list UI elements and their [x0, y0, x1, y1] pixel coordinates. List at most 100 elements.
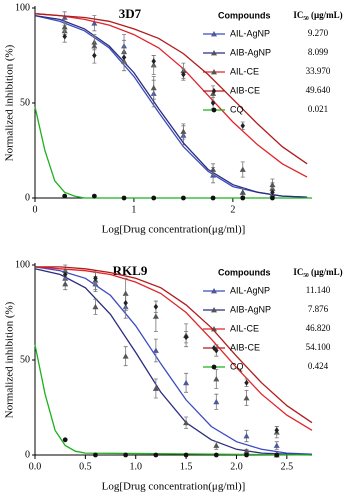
- marker: [180, 195, 186, 201]
- marker: [122, 290, 129, 296]
- marker: [183, 334, 189, 341]
- marker: [92, 52, 97, 59]
- marker: [243, 433, 250, 439]
- legend-ic50: 8.099: [308, 47, 329, 57]
- marker: [62, 437, 68, 443]
- marker: [270, 195, 275, 201]
- marker: [123, 452, 129, 458]
- fit-curve: [34, 14, 308, 198]
- legend-ic50: 7.876: [308, 304, 329, 314]
- marker: [62, 33, 67, 40]
- marker: [180, 128, 187, 134]
- marker: [270, 189, 275, 196]
- marker: [244, 379, 249, 386]
- marker: [213, 398, 220, 405]
- marker: [61, 24, 68, 30]
- marker: [61, 14, 68, 20]
- marker: [152, 313, 159, 319]
- marker: [153, 303, 159, 310]
- marker: [243, 395, 250, 401]
- marker: [152, 385, 159, 391]
- fit-curve: [34, 344, 313, 456]
- marker: [240, 122, 245, 129]
- marker: [244, 452, 249, 458]
- legend-ic50: 9.270: [308, 28, 329, 38]
- marker: [62, 271, 68, 278]
- y-tick-label: 0: [25, 192, 30, 203]
- marker: [92, 303, 99, 310]
- x-axis-label: Log[Drug concentration(μg/ml)]: [102, 224, 246, 236]
- legend-marker: [211, 69, 217, 75]
- marker: [62, 281, 69, 287]
- legend-label: AIB-AgNP: [230, 47, 271, 57]
- legend-label: AIL-CE: [230, 66, 259, 76]
- marker: [213, 376, 220, 382]
- legend-ic50: 11.140: [306, 285, 331, 295]
- fit-curve: [34, 14, 308, 198]
- x-axis-label: Log[Drug concentration(μg/ml)]: [102, 481, 246, 493]
- y-tick-label: 100: [15, 259, 30, 270]
- marker: [91, 20, 98, 26]
- marker: [62, 193, 68, 199]
- legend-header: IC₅₀ (µg/mL): [293, 10, 342, 20]
- legend-label: AIB-CE: [230, 342, 260, 352]
- legend-ic50: 0.021: [308, 104, 328, 114]
- marker: [93, 452, 98, 458]
- marker: [152, 347, 159, 353]
- marker: [240, 195, 246, 201]
- x-tick-label: 2: [230, 204, 235, 215]
- marker: [239, 189, 246, 195]
- fit-curve: [34, 266, 313, 455]
- y-tick-label: 50: [20, 354, 30, 365]
- legend-header: Compounds: [218, 10, 271, 20]
- y-tick-label: 0: [25, 449, 30, 460]
- marker: [210, 166, 217, 172]
- legend-label: AIB-AgNP: [230, 304, 271, 314]
- legend-label: AIL-AgNP: [230, 285, 270, 295]
- marker: [183, 419, 190, 426]
- legend-marker: [211, 326, 217, 332]
- legend-marker: [211, 88, 217, 94]
- legend-label: AIL-CE: [230, 323, 259, 333]
- legend-marker: [211, 364, 217, 370]
- marker: [213, 452, 219, 458]
- marker: [151, 58, 156, 65]
- legend-header: Compounds: [218, 267, 271, 277]
- legend-ic50: 54.100: [306, 342, 331, 352]
- fit-curve: [34, 106, 312, 199]
- x-tick-label: 0.0: [29, 461, 42, 472]
- marker: [121, 195, 127, 201]
- legend-label: AIB-CE: [230, 85, 260, 95]
- legend-marker: [211, 307, 217, 313]
- fit-curve: [34, 266, 313, 431]
- y-tick-label: 50: [20, 97, 30, 108]
- marker: [121, 54, 127, 61]
- x-tick-label: 1.5: [180, 461, 193, 472]
- marker: [93, 275, 98, 282]
- fit-curve: [34, 13, 308, 178]
- marker: [183, 379, 190, 386]
- legend-label: CQ: [230, 104, 244, 114]
- legend-marker: [211, 107, 217, 113]
- legend-marker: [211, 31, 217, 37]
- x-tick-label: 0: [33, 204, 38, 215]
- marker: [274, 427, 279, 434]
- marker: [153, 452, 159, 458]
- legend-ic50: 49.640: [306, 85, 331, 95]
- marker: [183, 452, 189, 458]
- fit-curve: [34, 13, 308, 165]
- x-tick-label: 1: [131, 204, 136, 215]
- legend-ic50: 0.424: [308, 361, 329, 371]
- y-axis-label: Normalized inhibition (%): [4, 301, 16, 418]
- legend-ic50: 46.820: [306, 323, 331, 333]
- marker: [273, 442, 280, 448]
- marker: [210, 90, 217, 96]
- legend-marker: [211, 288, 217, 294]
- fit-curve: [35, 266, 313, 424]
- marker: [269, 181, 276, 188]
- legend-marker: [211, 345, 217, 351]
- marker: [210, 100, 216, 106]
- marker: [210, 195, 216, 201]
